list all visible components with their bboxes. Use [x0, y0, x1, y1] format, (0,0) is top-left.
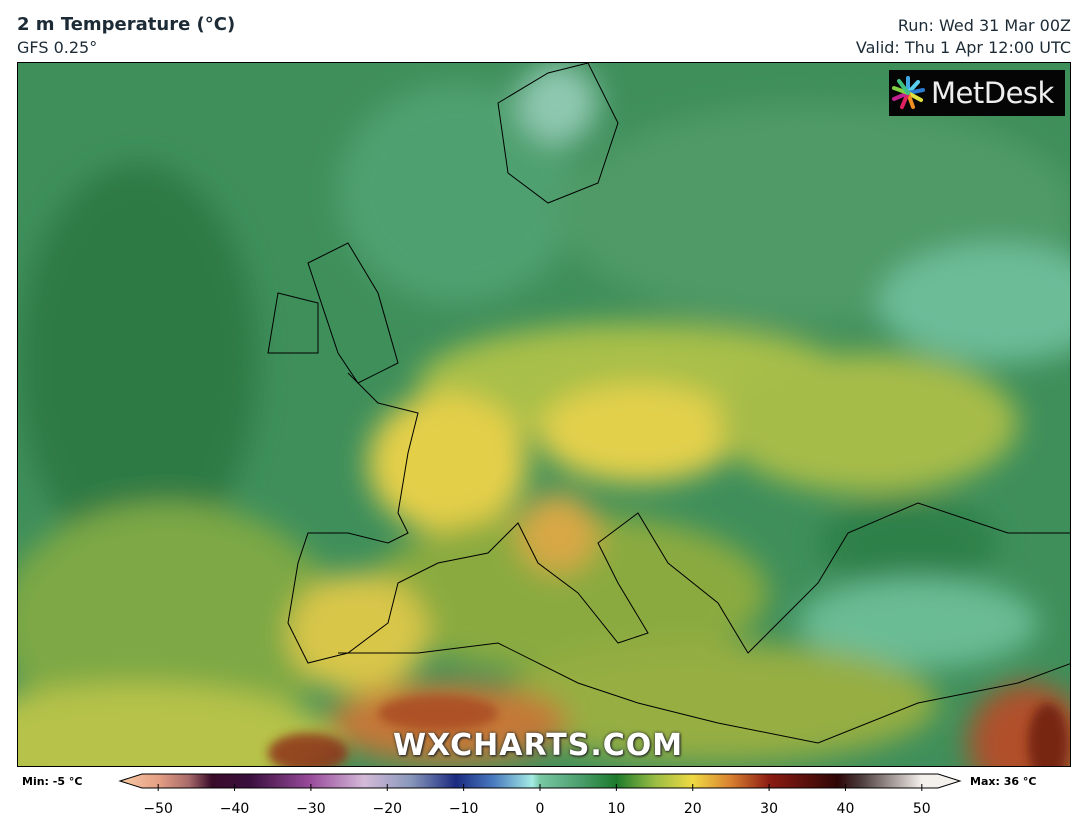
colorbar-tick-label: −30 — [296, 801, 326, 817]
max-label: Max: 36 °C — [970, 775, 1037, 788]
colorbar-tick-label: 20 — [684, 801, 702, 817]
map-field — [18, 63, 1070, 766]
colorbar-tick-label: 50 — [913, 801, 931, 817]
colorbar: −50 −40 −30 −20 −10 0 10 20 30 40 50 — [118, 773, 962, 817]
colorbar-scale — [118, 773, 962, 789]
run-time: Run: Wed 31 Mar 00Z — [897, 16, 1071, 35]
min-label: Min: -5 °C — [22, 775, 83, 788]
starburst-icon — [892, 76, 925, 109]
temperature-map[interactable] — [17, 62, 1071, 767]
logo-text: MetDesk — [931, 76, 1054, 110]
colorbar-tick-label: 10 — [607, 801, 625, 817]
metdesk-logo: MetDesk — [889, 70, 1065, 116]
colorbar-tick-label: 0 — [536, 801, 545, 817]
colorbar-tick-label: −10 — [449, 801, 479, 817]
coastlines — [267, 63, 1070, 744]
colorbar-tick-label: −40 — [220, 801, 250, 817]
colorbar-tick-label: 30 — [760, 801, 778, 817]
colorbar-tick-label: −50 — [143, 801, 173, 817]
watermark: WXCHARTS.COM — [393, 728, 684, 763]
colorbar-tick-label: 40 — [837, 801, 855, 817]
valid-time: Valid: Thu 1 Apr 12:00 UTC — [855, 38, 1071, 57]
chart-title: 2 m Temperature (°C) — [17, 14, 236, 35]
model-label: GFS 0.25° — [17, 38, 98, 57]
colorbar-tick-label: −20 — [372, 801, 402, 817]
